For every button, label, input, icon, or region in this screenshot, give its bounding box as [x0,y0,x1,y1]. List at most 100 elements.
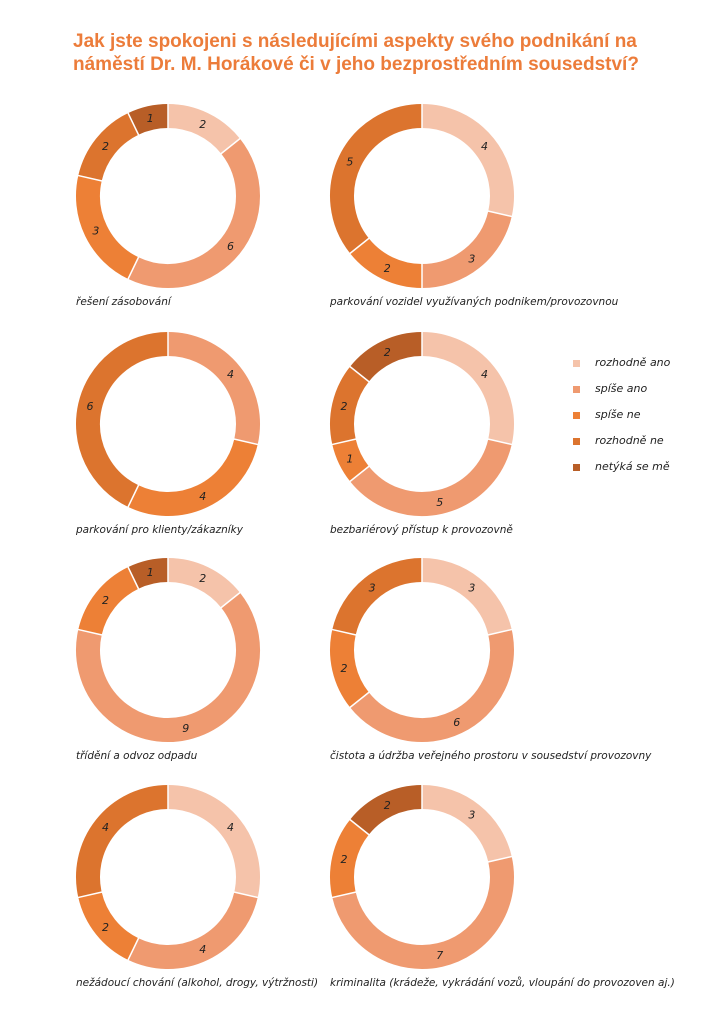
donut-slice [128,104,169,135]
slice-value-label: 4 [481,368,488,381]
donut-slice [128,891,258,969]
slice-value-label: 3 [468,808,475,821]
donut-svg: 2 9 2 1 [76,557,260,742]
donut-slice [167,332,260,445]
donut-slice [78,891,139,960]
donut-svg: 4 4 6 [76,331,260,516]
donut-slice [76,332,169,507]
donut-slice [421,104,514,217]
slice-value-label: 4 [481,140,488,153]
slice-separator [348,365,371,383]
slice-separator [219,591,242,609]
donut-slice [421,332,514,445]
slice-separator [77,891,103,899]
donut-slice [330,819,370,898]
donut-slice [350,629,514,742]
slice-value-label: 2 [384,262,391,275]
donut-slice [76,592,260,742]
legend-swatch [573,464,580,471]
slice-value-label: 6 [227,240,234,253]
donut-slice [332,558,423,636]
donut-slice [128,438,258,516]
donut-svg: 3 6 2 3 [330,557,514,742]
slice-value-label: 4 [227,821,234,834]
slice-separator [487,628,513,636]
slice-value-label: 3 [369,581,376,594]
chart-label: parkování pro klienty/zákazníky [76,524,243,536]
donut-slice [128,138,260,288]
legend-label: spíše ne [595,408,641,421]
slice-separator [331,438,357,446]
slice-separator [126,111,140,136]
legend-swatch [573,412,580,419]
donut-slice [330,366,370,445]
slice-separator [487,210,513,218]
slice-value-label: 1 [346,453,353,466]
slice-separator [348,465,371,483]
slice-separator [77,628,103,636]
slice-value-label: 2 [102,921,109,934]
donut-slice [78,567,139,636]
slice-value-label: 6 [87,400,94,413]
slice-value-label: 7 [436,949,443,962]
title-line-2: náměstí Dr. M. Horákové či v jeho bezpro… [73,54,639,75]
slice-value-label: 3 [468,581,475,594]
slice-separator [219,137,242,155]
donut-svg: 4 3 2 5 [330,103,514,289]
slice-separator [348,818,371,836]
donut-slice [76,175,139,279]
donut-slice [78,113,139,182]
slice-value-label: 4 [102,821,109,834]
donut-slice [332,856,514,969]
slice-value-label: 4 [227,368,234,381]
legend-label: spíše ano [595,382,648,395]
page-title: Jak jste spokojeni s následujícími aspek… [73,30,693,76]
slice-separator [126,256,140,281]
donut-slice [332,438,370,482]
slice-value-label: 9 [182,722,189,735]
donut-chart: 2 6 3 2 1 řešení zásobování [76,103,406,334]
slice-value-label: 5 [346,155,353,168]
donut-chart: 4 5 1 2 2 bezbariérový přístup k provozovně [330,331,660,562]
slice-value-label: 1 [147,112,154,125]
legend-swatch [573,360,580,367]
slice-value-label: 4 [199,490,206,503]
legend-swatch [573,438,580,445]
donut-svg: 3 7 2 2 [330,784,514,969]
slice-separator [348,237,371,255]
donut-chart: 4 4 6 parkování pro klienty/zákazníky [76,331,406,562]
donut-chart: 4 3 2 5 parkování vozidel využívaných podnik… [330,103,660,334]
slice-value-label: 3 [92,225,99,238]
legend-swatch [573,386,580,393]
chart-label: třídění a odvoz odpadu [76,750,198,762]
slice-separator [331,628,357,636]
slice-separator [348,691,371,709]
chart-label: parkování vozidel využívaných podnikem/p… [330,296,619,308]
donut-chart: 4 4 2 4 nežádoucí chování (alkohol, drogy, v… [76,784,406,1015]
chart-label: nežádoucí chování (alkohol, drogy, výtrž… [76,977,319,989]
legend-label: netýká se mě [595,460,670,473]
slice-separator [77,174,103,182]
donut-slice [350,238,423,288]
donut-slice [167,104,240,154]
slice-value-label: 2 [102,140,109,153]
slice-separator [487,438,513,446]
donut-slice [350,785,423,835]
slice-value-label: 2 [341,400,348,413]
chart-label: kriminalita (krádeže, vykrádání vozů, vl… [330,977,675,989]
slice-value-label: 2 [384,799,391,812]
title-line-1: Jak jste spokojeni s následujícími aspek… [73,31,637,52]
donut-slice [167,558,240,608]
chart-label: čistota a údržba veřejného prostoru v so… [330,750,652,762]
donut-slice [421,785,512,863]
slice-value-label: 1 [147,566,154,579]
donut-slice [128,558,169,589]
slice-value-label: 4 [199,943,206,956]
slice-value-label: 2 [341,662,348,675]
donut-svg: 2 6 3 2 1 [76,103,260,288]
slice-value-label: 2 [384,346,391,359]
legend-label: rozhodně ano [595,356,671,369]
chart-label: řešení zásobování [76,296,171,308]
slice-separator [126,937,140,962]
chart-label: bezbariérový přístup k provozovně [330,524,513,536]
